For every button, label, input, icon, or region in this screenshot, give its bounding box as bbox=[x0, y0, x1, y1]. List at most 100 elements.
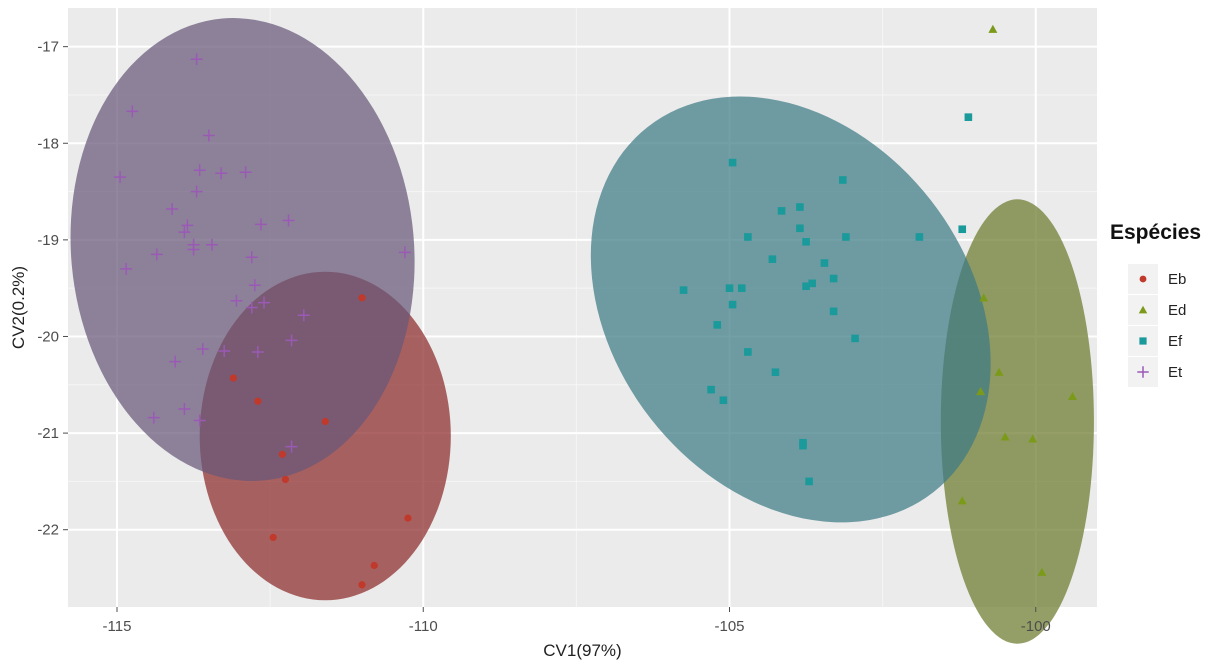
data-point bbox=[321, 417, 329, 426]
ellipse-et bbox=[70, 18, 415, 482]
data-point bbox=[1068, 391, 1077, 400]
data-point bbox=[126, 105, 139, 118]
data-point bbox=[358, 294, 366, 302]
y-tick-label: -21 bbox=[37, 425, 59, 442]
data-point bbox=[829, 307, 838, 316]
data-point bbox=[193, 164, 206, 177]
y-tick-label: -20 bbox=[37, 328, 59, 345]
legend-label: Ed bbox=[1168, 302, 1186, 319]
data-point bbox=[285, 334, 298, 347]
data-point bbox=[251, 345, 264, 358]
data-point bbox=[728, 300, 737, 309]
series-et bbox=[114, 53, 411, 453]
data-point bbox=[178, 402, 191, 415]
data-point bbox=[215, 167, 228, 180]
data-point bbox=[829, 274, 838, 283]
data-point bbox=[193, 414, 206, 427]
data-point bbox=[707, 385, 715, 394]
data-point bbox=[777, 207, 786, 215]
data-point bbox=[988, 24, 998, 33]
data-point bbox=[196, 343, 209, 356]
data-point bbox=[737, 284, 746, 292]
data-point bbox=[282, 214, 295, 227]
data-point bbox=[799, 441, 807, 450]
data-point bbox=[802, 282, 810, 291]
data-point bbox=[796, 203, 804, 211]
data-point bbox=[254, 397, 262, 405]
data-point bbox=[719, 396, 728, 405]
data-point bbox=[915, 233, 924, 241]
data-point bbox=[976, 387, 986, 396]
x-tick-label: -105 bbox=[714, 618, 744, 635]
data-point bbox=[979, 293, 989, 302]
legend-label: Eb bbox=[1168, 271, 1186, 288]
data-point bbox=[297, 309, 310, 322]
x-tick-label: -115 bbox=[103, 618, 132, 635]
ellipse-ef bbox=[590, 96, 991, 523]
data-point bbox=[768, 255, 777, 263]
data-point bbox=[728, 158, 737, 167]
x-tick-label: -110 bbox=[409, 618, 438, 635]
legend-marker bbox=[1139, 337, 1147, 345]
data-point bbox=[258, 296, 270, 309]
data-point bbox=[404, 514, 412, 522]
data-point bbox=[166, 202, 179, 215]
axes: -115 -110 -105 -100 -17 -18 -19 -20 -21 -22 bbox=[37, 39, 1050, 635]
y-tick-label: -19 bbox=[37, 232, 59, 249]
data-point bbox=[230, 294, 243, 307]
data-point bbox=[358, 581, 366, 589]
data-point bbox=[218, 344, 231, 357]
data-point bbox=[957, 496, 967, 505]
data-point bbox=[820, 259, 829, 267]
legend-marker bbox=[1139, 275, 1147, 283]
data-point bbox=[278, 450, 286, 458]
data-point bbox=[370, 561, 378, 570]
series-eb bbox=[229, 294, 412, 589]
y-tick-label: -22 bbox=[37, 522, 59, 539]
data-point bbox=[202, 129, 215, 142]
data-point bbox=[796, 224, 804, 233]
data-point bbox=[958, 225, 967, 234]
data-point bbox=[839, 176, 847, 184]
data-point bbox=[398, 246, 411, 259]
data-point bbox=[994, 367, 1004, 376]
data-point bbox=[205, 238, 218, 251]
data-point bbox=[245, 301, 258, 314]
data-point bbox=[181, 219, 194, 232]
data-point bbox=[245, 251, 258, 264]
data-point bbox=[190, 53, 203, 66]
y-tick-label: -18 bbox=[37, 135, 59, 152]
data-point bbox=[1000, 432, 1010, 441]
data-point bbox=[114, 171, 127, 184]
data-point bbox=[744, 233, 752, 241]
data-point bbox=[178, 226, 191, 239]
data-point bbox=[842, 233, 850, 241]
data-point bbox=[120, 262, 133, 275]
legend-label: Et bbox=[1168, 364, 1183, 381]
data-point bbox=[851, 334, 859, 343]
data-point bbox=[1037, 567, 1047, 576]
data-point bbox=[248, 279, 261, 292]
data-point bbox=[254, 218, 267, 231]
y-tick-label: -17 bbox=[37, 39, 59, 56]
data-point bbox=[187, 243, 200, 256]
data-point bbox=[713, 321, 722, 329]
data-point bbox=[771, 368, 780, 377]
data-point bbox=[679, 286, 688, 294]
data-point bbox=[725, 284, 734, 292]
data-point bbox=[281, 475, 290, 484]
x-axis-title: CV1(97%) bbox=[543, 641, 621, 660]
legend-marker bbox=[1137, 366, 1149, 378]
data-point bbox=[169, 355, 182, 368]
data-point bbox=[285, 440, 298, 453]
data-point bbox=[802, 238, 810, 246]
legend-marker bbox=[1138, 305, 1148, 314]
data-point bbox=[805, 477, 813, 486]
data-point bbox=[239, 166, 252, 179]
data-point bbox=[229, 374, 237, 382]
data-point bbox=[190, 185, 203, 198]
series-ed bbox=[957, 24, 1077, 576]
legend: Espécies Eb Ed Ef Et bbox=[1110, 221, 1201, 387]
data-point bbox=[744, 348, 752, 356]
